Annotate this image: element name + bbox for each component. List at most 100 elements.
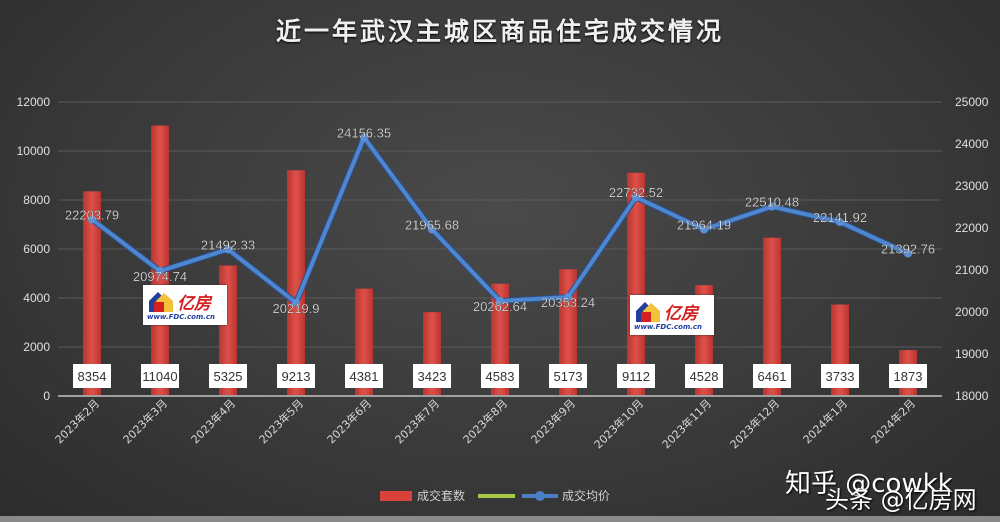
line-point — [428, 225, 436, 234]
line-point — [88, 215, 96, 224]
bar-label-box — [481, 364, 519, 388]
bar-data-labels: 8354 11040 5325 9213 4381 3423 4583 5173 9112 452… — [73, 364, 927, 388]
line-point — [496, 296, 504, 305]
toutiao-watermark: 头条 @亿房网 — [825, 486, 977, 514]
line-value-label: 20974.74 — [133, 269, 187, 284]
line-value-label: 20219.9 — [273, 301, 320, 316]
x-tick-label: 2023年10月 — [591, 396, 646, 451]
bar-label-box — [617, 364, 655, 388]
bar — [287, 170, 305, 396]
bar-label-box — [821, 364, 859, 388]
right-axis: 18000 19000 20000 21000 22000 23000 24000 25000 — [955, 95, 989, 403]
x-tick-label: 2023年7月 — [392, 396, 442, 446]
bar — [83, 191, 101, 396]
line-value-label: 20262.64 — [473, 299, 527, 314]
legend-label: 成交均价 — [562, 488, 610, 503]
bar-value-label: 4583 — [486, 369, 515, 384]
right-tick-label: 18000 — [955, 389, 989, 403]
zhihu-watermark: 知乎 @cowkk — [785, 469, 953, 499]
bar-label-box — [889, 364, 927, 388]
x-tick-label: 2023年2月 — [52, 396, 102, 446]
right-tick-label: 24000 — [955, 137, 989, 151]
left-tick-label: 0 — [43, 389, 50, 403]
bar-label-box — [549, 364, 587, 388]
bar-value-label: 11040 — [142, 369, 177, 384]
x-tick-label: 2023年6月 — [324, 396, 374, 446]
bar-label-box — [209, 364, 247, 388]
legend-label: 成交套数 — [417, 488, 465, 503]
bottom-border — [0, 516, 1000, 522]
bar-value-label: 9213 — [282, 369, 311, 384]
bar-value-label: 3733 — [826, 369, 855, 384]
bar-value-label: 9112 — [622, 369, 650, 384]
legend: 成交套数 成交均价 — [380, 488, 610, 503]
x-tick-label: 2023年3月 — [120, 396, 170, 446]
line-point — [768, 202, 776, 211]
bar-series — [83, 125, 917, 397]
bar-value-label: 4381 — [350, 369, 379, 384]
line-value-label: 22510.48 — [745, 195, 799, 210]
bar — [151, 125, 169, 397]
house-icon — [149, 292, 173, 312]
line-data-labels: 22203.79 20974.74 21492.33 20219.9 24156.35 2… — [65, 125, 936, 316]
line-point — [156, 267, 164, 276]
bar — [627, 172, 645, 396]
x-tick-label: 2023年5月 — [256, 396, 306, 446]
x-tick-label: 2023年11月 — [659, 396, 714, 451]
left-axis: 0 2000 4000 6000 8000 10000 12000 — [17, 95, 51, 403]
bar-label-box — [753, 364, 791, 388]
line-point — [224, 245, 232, 254]
chart-title: 近一年武汉主城区商品住宅成交情况 — [275, 17, 724, 46]
watermark-logo: 亿房 www.FDC.com.cn — [143, 285, 227, 325]
line-point — [360, 133, 368, 142]
line-point — [700, 225, 708, 234]
legend-swatch-bar — [380, 491, 412, 501]
right-tick-label: 20000 — [955, 305, 989, 319]
bar-value-label: 3423 — [418, 369, 447, 384]
line-point — [632, 193, 640, 202]
bar-value-label: 4528 — [690, 369, 719, 384]
bar — [763, 237, 781, 396]
bar-label-box — [685, 364, 723, 388]
bar-label-box — [277, 364, 315, 388]
bar-label-box — [345, 364, 383, 388]
bar-value-label: 6461 — [758, 369, 787, 384]
right-tick-label: 25000 — [955, 95, 989, 109]
bar-value-label: 5173 — [554, 369, 583, 384]
line-value-label: 21964.19 — [677, 218, 731, 233]
right-tick-label: 22000 — [955, 221, 989, 235]
line-value-label: 22732.52 — [609, 185, 663, 200]
line-value-label: 20353.24 — [541, 295, 595, 310]
line-point — [564, 293, 572, 302]
bar-label-box — [141, 364, 179, 388]
right-tick-label: 23000 — [955, 179, 989, 193]
bar-value-label: 1873 — [894, 369, 923, 384]
right-tick-label: 19000 — [955, 347, 989, 361]
bar-label-box — [413, 364, 451, 388]
left-tick-label: 10000 — [17, 144, 51, 158]
x-tick-label: 2023年4月 — [188, 396, 238, 446]
bar-value-label: 5325 — [214, 369, 243, 384]
line-value-label: 21965.68 — [405, 217, 459, 232]
x-tick-label: 2024年1月 — [800, 396, 850, 446]
left-tick-label: 8000 — [23, 193, 50, 207]
line-point — [904, 249, 912, 258]
price-line — [90, 135, 909, 305]
left-tick-label: 2000 — [23, 340, 50, 354]
line-value-label: 24156.35 — [337, 125, 391, 140]
x-tick-label: 2024年2月 — [868, 396, 918, 446]
line-point — [836, 218, 844, 227]
line-value-label: 21392.76 — [881, 242, 935, 257]
left-tick-label: 12000 — [17, 95, 51, 109]
x-tick-label: 2023年8月 — [460, 396, 510, 446]
left-tick-label: 4000 — [23, 291, 50, 305]
line-value-label: 22203.79 — [65, 207, 119, 222]
x-axis-ticks: 2023年2月 2023年3月 2023年4月 2023年5月 2023年6月 2023年… — [52, 396, 918, 451]
right-tick-label: 21000 — [955, 263, 989, 277]
line-point — [292, 298, 300, 307]
watermark-logo: 亿房 www.FDC.com.cn — [630, 295, 714, 335]
x-tick-label: 2023年9月 — [528, 396, 578, 446]
line-value-label: 22141.92 — [813, 210, 867, 225]
house-icon — [636, 302, 660, 322]
